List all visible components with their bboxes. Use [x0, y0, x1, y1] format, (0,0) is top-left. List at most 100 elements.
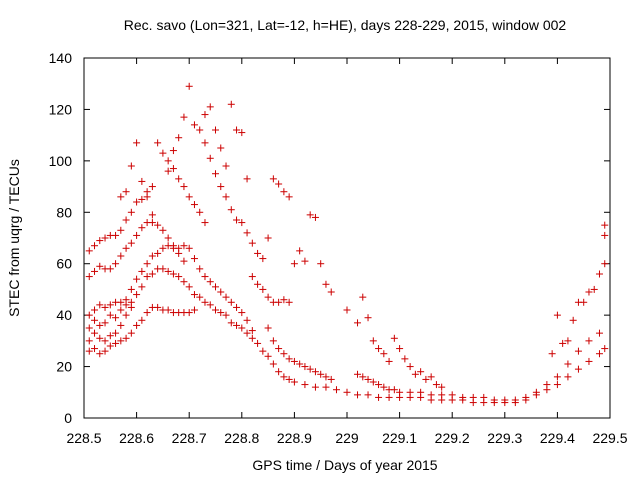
data-point	[380, 383, 388, 391]
data-point	[106, 342, 114, 350]
data-point	[201, 273, 209, 281]
data-point	[264, 293, 272, 301]
data-point	[96, 262, 104, 270]
data-point	[375, 381, 383, 389]
data-point	[332, 386, 340, 394]
data-point	[585, 337, 593, 345]
data-point	[327, 288, 335, 296]
x-tick-label: 228.6	[119, 430, 154, 446]
data-point	[233, 321, 241, 329]
data-point	[122, 296, 130, 304]
data-point	[285, 375, 293, 383]
data-point	[222, 293, 230, 301]
data-point	[138, 316, 146, 324]
data-point	[569, 316, 577, 324]
data-point	[585, 288, 593, 296]
data-point	[117, 337, 125, 345]
data-point	[585, 357, 593, 365]
data-point	[122, 311, 130, 319]
data-point	[574, 347, 582, 355]
x-tick-label: 228.8	[224, 430, 259, 446]
data-point	[169, 270, 177, 278]
data-point	[117, 226, 125, 234]
data-point	[364, 391, 372, 399]
x-axis: 228.5 228.6 228.7 228.8 228.9 229 229.1 229.2 22…	[66, 58, 628, 446]
data-point	[301, 257, 309, 265]
data-point	[369, 378, 377, 386]
data-point	[148, 183, 156, 191]
data-point	[117, 321, 125, 329]
data-point	[406, 363, 414, 371]
data-point	[101, 347, 109, 355]
data-point	[411, 370, 419, 378]
data-point	[364, 375, 372, 383]
data-point	[248, 327, 256, 335]
data-point	[275, 180, 283, 188]
data-point	[138, 283, 146, 291]
data-point	[85, 247, 93, 255]
data-point	[180, 257, 188, 265]
data-point	[553, 311, 561, 319]
data-point	[101, 303, 109, 311]
data-point	[311, 213, 319, 221]
y-axis: 0 20 40 60 80 100 120 140	[49, 50, 610, 426]
data-point	[285, 355, 293, 363]
data-point	[201, 139, 209, 147]
plot-border	[83, 57, 611, 419]
data-point	[285, 298, 293, 306]
data-point	[138, 177, 146, 185]
data-point	[601, 345, 609, 353]
data-point	[159, 265, 167, 273]
data-point	[290, 260, 298, 268]
data-point	[154, 249, 162, 257]
data-point	[553, 381, 561, 389]
x-tick-label: 229.4	[540, 430, 575, 446]
data-point	[227, 319, 235, 327]
data-point	[180, 278, 188, 286]
data-point	[206, 154, 214, 162]
data-point	[201, 298, 209, 306]
data-point	[85, 324, 93, 332]
data-point	[117, 298, 125, 306]
data-point	[243, 175, 251, 183]
data-point	[396, 388, 404, 396]
data-point	[522, 393, 530, 401]
data-point	[317, 260, 325, 268]
data-point	[175, 273, 183, 281]
plot-frame	[83, 57, 611, 419]
data-point	[254, 339, 262, 347]
data-point	[359, 373, 367, 381]
data-point	[364, 314, 372, 322]
data-point	[222, 162, 230, 170]
data-point	[91, 267, 99, 275]
data-point	[159, 226, 167, 234]
data-point	[306, 211, 314, 219]
data-point	[401, 355, 409, 363]
data-point	[543, 381, 551, 389]
data-point	[359, 293, 367, 301]
x-tick-label: 229.2	[435, 430, 470, 446]
data-point	[212, 170, 219, 178]
data-point	[133, 275, 141, 283]
data-point	[201, 219, 209, 227]
data-point	[133, 139, 141, 147]
data-point	[143, 260, 151, 268]
data-point	[480, 393, 488, 401]
data-point	[233, 126, 241, 134]
data-point	[322, 280, 330, 288]
data-point	[595, 350, 603, 358]
data-point	[238, 219, 246, 227]
data-point	[212, 306, 219, 314]
data-point	[217, 144, 225, 152]
data-point	[532, 388, 540, 396]
data-point	[148, 211, 156, 219]
data-point	[96, 334, 104, 342]
data-point	[180, 242, 188, 250]
data-point	[159, 244, 167, 252]
data-point	[564, 373, 572, 381]
data-point	[106, 332, 114, 340]
data-point	[206, 103, 214, 111]
data-point	[269, 175, 277, 183]
data-point	[190, 306, 198, 314]
